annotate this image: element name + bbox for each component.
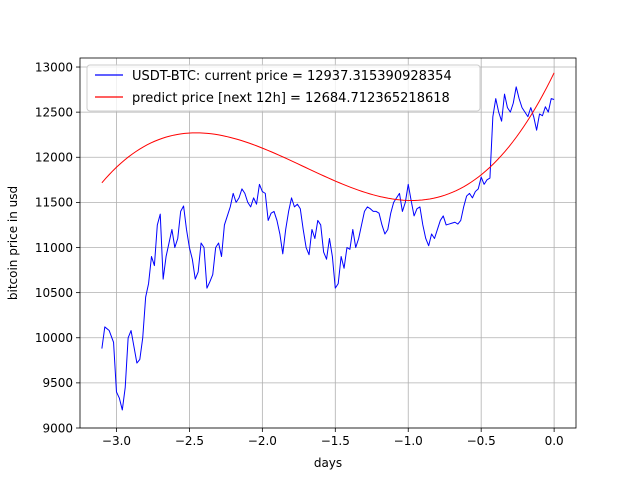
- x-tick-label: −3.0: [102, 434, 131, 448]
- plot-frame: [79, 57, 577, 429]
- x-tick-label: −1.5: [321, 434, 350, 448]
- y-tick-label: 13000: [35, 60, 73, 74]
- y-tick-label: 10500: [35, 286, 73, 300]
- x-tick-label: −2.0: [248, 434, 277, 448]
- x-tick-label: 0.0: [545, 434, 564, 448]
- legend-label-predict-price: predict price [next 12h] = 12684.7123652…: [132, 91, 450, 106]
- y-tick-label: 12500: [35, 105, 73, 119]
- series-line-predict-price: [101, 72, 555, 201]
- x-axis-ticks: −3.0 −2.5 −2.0 −1.5 −1.0 −0.5 0.0: [102, 428, 564, 448]
- y-tick-label: 12000: [35, 151, 73, 165]
- series-layer: [101, 72, 555, 411]
- y-axis-label: bitcoin price in usd: [6, 186, 20, 300]
- x-tick-label: −2.5: [175, 434, 204, 448]
- y-tick-label: 10000: [35, 331, 73, 345]
- x-tick-label: −0.5: [467, 434, 496, 448]
- legend-label-current-price: USDT-BTC: current price = 12937.31539092…: [132, 69, 452, 84]
- x-axis-label: days: [314, 456, 342, 470]
- y-tick-label: 9000: [42, 421, 73, 435]
- series-line-current-price: [101, 86, 555, 411]
- legend-box: [86, 64, 481, 112]
- x-tick-label: −1.0: [394, 434, 423, 448]
- legend: USDT-BTC: current price = 12937.31539092…: [86, 64, 481, 112]
- y-axis-ticks: 9000 9500 10000 10500 11000 11500 12000 12500 13…: [35, 60, 80, 435]
- y-tick-label: 9500: [42, 376, 73, 390]
- y-tick-label: 11500: [35, 196, 73, 210]
- y-tick-label: 11000: [35, 241, 73, 255]
